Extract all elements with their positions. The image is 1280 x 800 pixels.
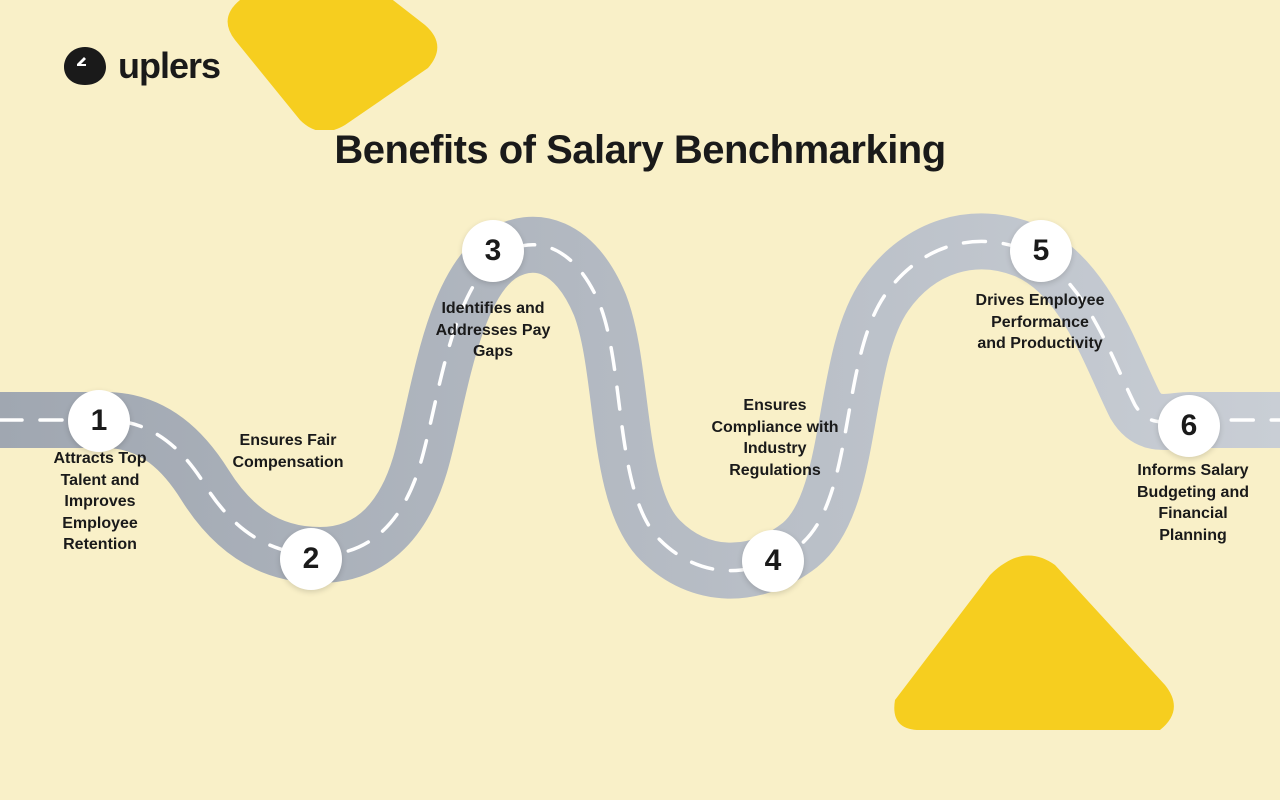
step-node-2: 2 [280,528,342,590]
step-node-6: 6 [1158,395,1220,457]
step-number: 3 [485,234,502,268]
logo: uplers [62,45,220,87]
step-node-1: 1 [68,390,130,452]
step-label-5: Drives Employee Performance and Producti… [975,290,1105,355]
step-label-2: Ensures Fair Compensation [223,430,353,473]
logo-text: uplers [118,45,220,87]
step-node-3: 3 [462,220,524,282]
step-node-5: 5 [1010,220,1072,282]
road-path [0,195,1280,615]
step-label-6: Informs Salary Budgeting and Financial P… [1128,460,1258,546]
step-label-1: Attracts Top Talent and Improves Employe… [35,448,165,556]
step-number: 4 [765,544,782,578]
step-number: 2 [303,542,320,576]
logo-icon [62,45,108,87]
step-node-4: 4 [742,530,804,592]
step-number: 1 [91,404,108,438]
step-number: 6 [1181,409,1198,443]
decoration-top-shape [200,0,440,135]
step-label-3: Identifies and Addresses Pay Gaps [428,298,558,363]
step-number: 5 [1033,234,1050,268]
page-title: Benefits of Salary Benchmarking [334,128,945,173]
step-label-4: Ensures Compliance with Industry Regulat… [710,395,840,481]
